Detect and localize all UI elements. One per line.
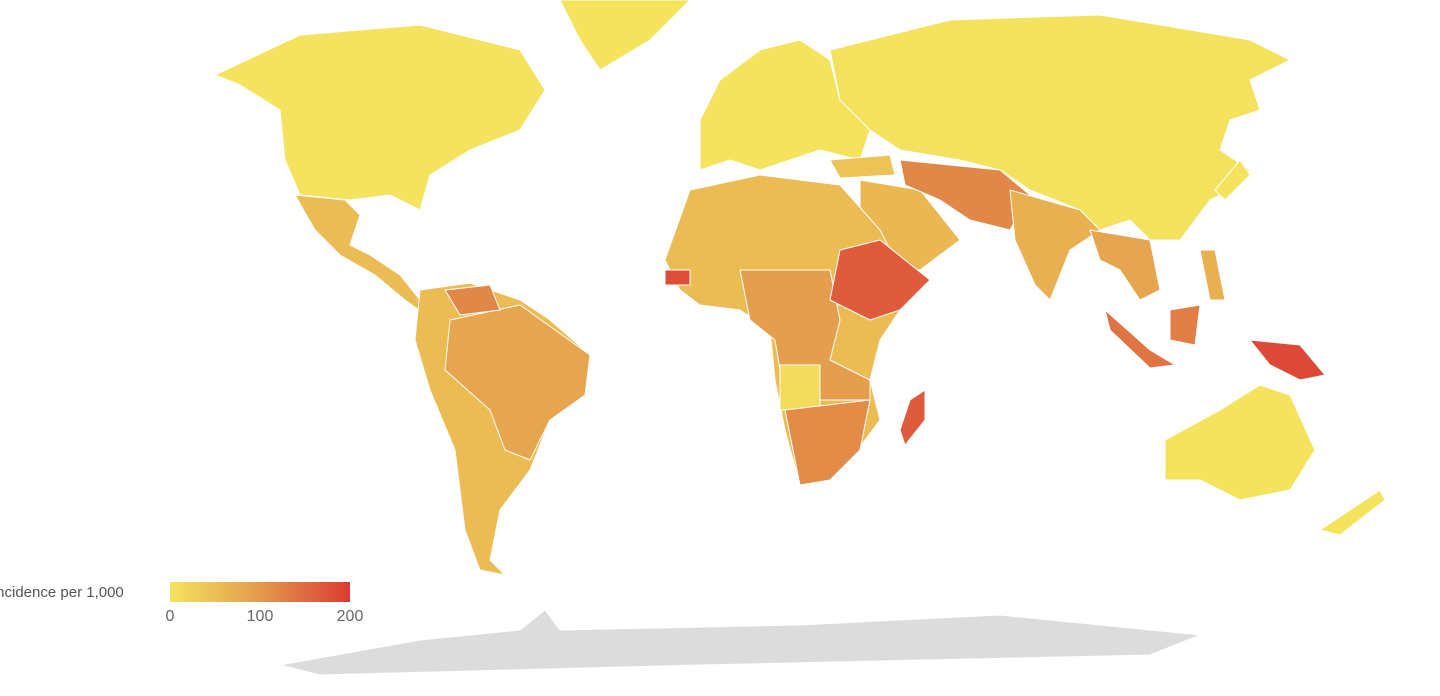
region-mexico-central-america <box>294 194 441 319</box>
region-sumatra-java <box>1104 309 1176 369</box>
region-iran-pakistan <box>899 159 1031 231</box>
legend-color-bar <box>170 582 350 602</box>
region-madagascar <box>899 389 926 446</box>
region-borneo <box>1169 304 1201 346</box>
region-japan <box>1214 159 1251 201</box>
region-southern-africa <box>784 399 871 486</box>
legend-tick-0: 0 <box>165 608 175 625</box>
legend-tick-200: 200 <box>336 608 364 625</box>
region-australia <box>1164 384 1316 501</box>
region-venezuela <box>444 284 501 316</box>
region-brazil <box>444 304 591 461</box>
region-new-zealand <box>1319 489 1386 536</box>
region-russia-china <box>829 14 1291 241</box>
region-papua-new-guinea <box>1249 339 1326 381</box>
region-antarctica <box>279 609 1201 676</box>
legend-tick-100: 100 <box>246 608 274 625</box>
region-horn-of-africa <box>829 239 931 321</box>
region-greenland <box>559 0 691 71</box>
region-turkey <box>829 154 896 179</box>
region-philippines <box>1199 249 1226 301</box>
region-north-america <box>214 24 546 211</box>
region-senegal <box>664 269 691 286</box>
region-angola <box>779 364 821 411</box>
legend-title: Incidence per 1,000 <box>0 584 124 601</box>
region-india <box>1009 189 1101 301</box>
region-southeast-asia <box>1089 229 1161 301</box>
